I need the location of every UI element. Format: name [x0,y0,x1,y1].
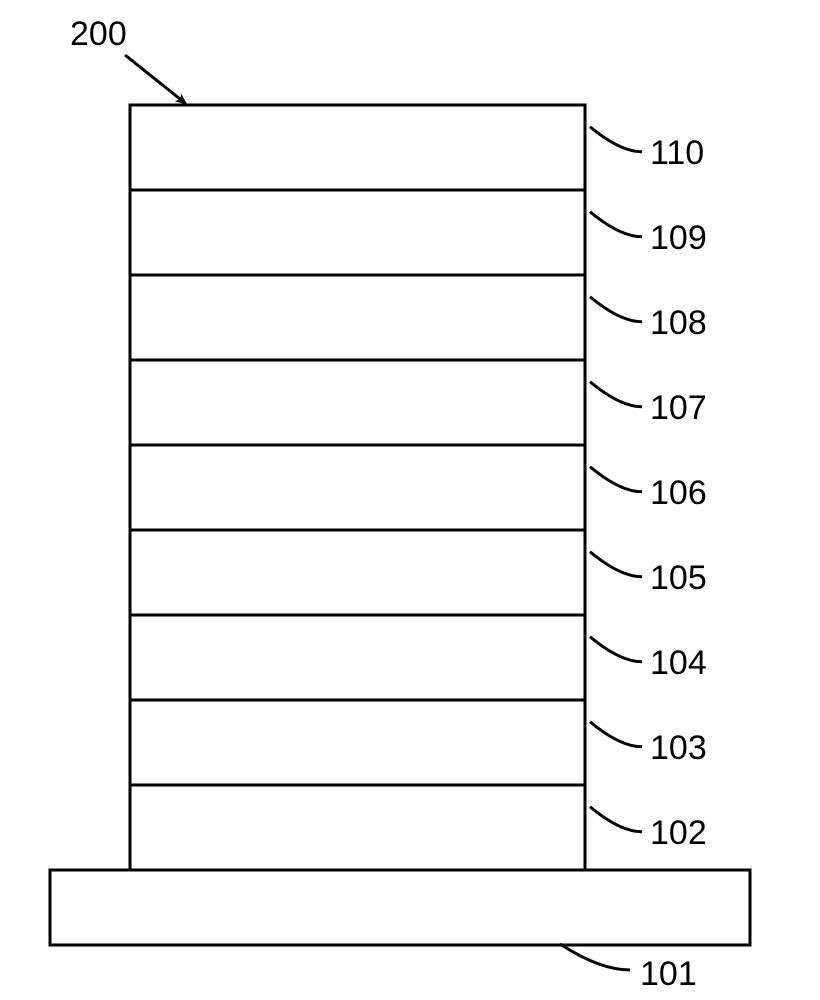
layer-label-103: 103 [650,729,707,767]
layer-label-107: 107 [650,389,707,427]
stack-layer-103 [130,700,585,785]
leader-103 [590,722,642,747]
leader-105 [590,552,642,577]
assembly-arrow [125,55,185,103]
leader-106 [590,467,642,492]
layer-label-102: 102 [650,814,707,852]
assembly-label: 200 [70,15,127,53]
stack-layer-106 [130,445,585,530]
stack-layer-104 [130,615,585,700]
base-label: 101 [640,955,697,993]
stack-layer-105 [130,530,585,615]
layer-label-104: 104 [650,644,707,682]
leader-101 [560,944,630,970]
layer-label-106: 106 [650,474,707,512]
stack-layer-107 [130,360,585,445]
layer-label-110: 110 [650,134,704,172]
leader-102 [590,807,642,832]
leader-110 [590,127,642,152]
stack-layer-102 [130,785,585,870]
layer-label-105: 105 [650,559,707,597]
leader-109 [590,212,642,237]
layer-stack-diagram: 110 109 108 107 106 105 104 103 102 101 200 [0,0,820,1000]
leader-108 [590,297,642,322]
stack-layer-110 [130,105,585,190]
layer-label-109: 109 [650,219,707,257]
base-layer [50,870,750,945]
leader-104 [590,637,642,662]
stack-layer-108 [130,275,585,360]
stack-layer-109 [130,190,585,275]
leader-107 [590,382,642,407]
layer-label-108: 108 [650,304,707,342]
